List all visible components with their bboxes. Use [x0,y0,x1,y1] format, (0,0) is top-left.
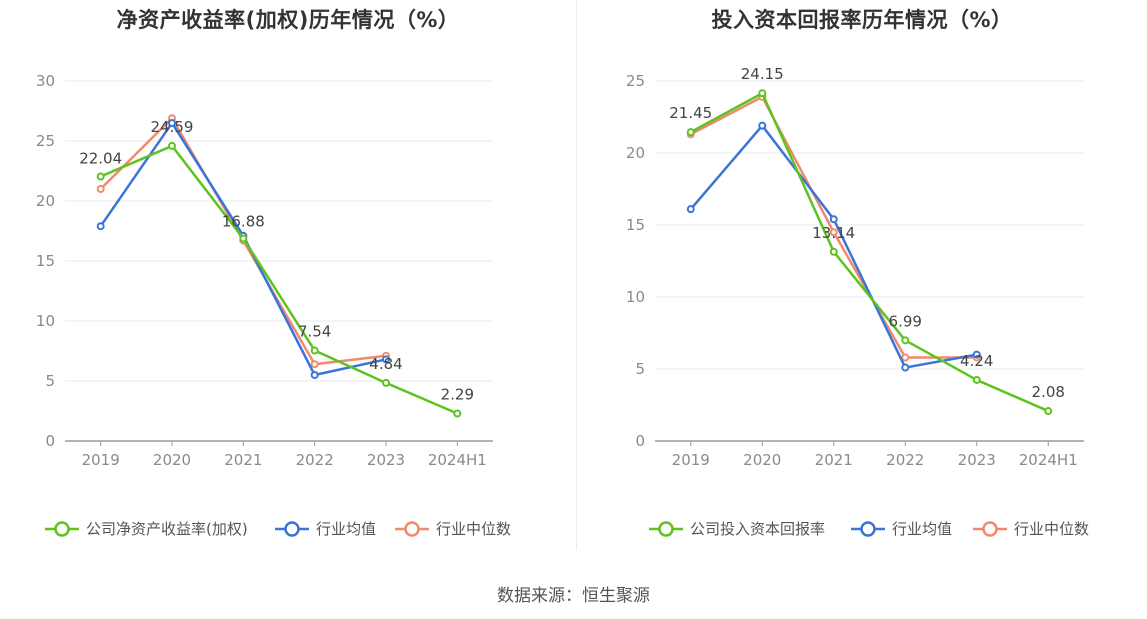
industry-avg-series-point [972,350,981,359]
legend-marker [404,521,420,537]
industry-avg-series-point [96,222,105,231]
legend-label: 公司投入资本回报率 [690,520,825,538]
company-series-point [829,247,838,256]
legend-label: 行业中位数 [436,520,511,538]
industry-median-series-point [96,185,105,193]
industry-avg-series-point [758,121,767,130]
industry-avg-series-point [901,363,910,372]
company-series-point [168,141,176,150]
data-source-note: 数据来源：恒生聚源 [497,586,650,606]
industry-avg-series-point [829,215,838,224]
company-series-point [686,128,695,137]
legend-label: 行业中位数 [1014,520,1089,538]
industry-avg-series-point [382,355,390,364]
company-series-line [690,91,1049,413]
company-series-point [901,336,910,345]
data-label: 16.88 [222,212,265,230]
y-tick-label: 25 [626,72,645,90]
y-tick-label: 30 [36,72,55,90]
x-tick-label: 2023 [958,451,996,469]
legend-marker [860,521,876,537]
x-tick-label: 2021 [815,451,853,469]
y-tick-label: 5 [45,372,55,390]
y-tick-label: 20 [626,144,645,162]
legend-marker [284,521,300,537]
legend-industry-median: 行业中位数 [395,520,511,538]
y-tick-label: 0 [635,432,645,450]
company-series-line [100,144,458,415]
roic-chart-panel: 投入资本回报率历年情况（%） 0 5 10 15 20 25 2019 2020 2021 202… [577,0,1147,560]
x-tick-label: 2023 [367,451,405,469]
legend-company: 公司净资产收益率(加权) [45,520,248,538]
x-tick-label: 2021 [224,451,262,469]
roic-chart-title: 投入资本回报率历年情况（%） [711,8,1013,32]
legend-label: 公司净资产收益率(加权) [86,520,248,538]
data-label: 24.59 [151,118,194,136]
data-label: 6.99 [889,312,922,330]
roic-line-chart: 0 5 10 15 20 25 2019 2020 2021 2022 2023 2024H1 21.4… [626,65,1089,538]
industry-avg-series-line [99,121,387,377]
data-label: 4.24 [960,352,993,370]
y-tick-label: 20 [36,192,55,210]
y-tick-label: 10 [626,288,645,306]
company-series-point [1044,407,1053,416]
roe-chart-panel: 净资产收益率(加权)历年情况（%） 0 5 10 15 20 25 30 2019 2020 20… [0,0,576,560]
x-tick-label: 2024H1 [428,451,487,469]
industry-median-series-point [310,360,319,369]
company-series-point [453,409,462,418]
y-tick-label: 0 [45,432,55,450]
company-series-point [96,172,105,181]
y-tick-label: 15 [36,252,55,270]
industry-median-series-point [829,228,838,237]
data-label: 21.45 [669,104,712,122]
data-label: 24.15 [741,65,784,83]
data-label: 7.54 [298,323,331,341]
industry-avg-series-point [310,371,319,379]
roe-chart-title: 净资产收益率(加权)历年情况（%） [116,8,460,32]
data-label: 22.04 [79,150,122,168]
x-tick-label: 2020 [153,451,191,469]
x-tick-label: 2022 [296,451,334,469]
data-label: 4.84 [369,355,402,373]
legend-industry-avg: 行业均值 [851,520,952,538]
legend-label: 行业均值 [316,520,376,538]
y-tick-label: 10 [36,312,55,330]
legend-marker [982,521,998,537]
industry-avg-series-line [689,124,977,369]
x-tick-label: 2024H1 [1019,451,1078,469]
roe-line-chart: 0 5 10 15 20 25 30 2019 2020 2021 2022 2023 2024H1 22… [36,72,511,538]
data-label: 13.14 [812,224,855,242]
company-series-point [972,375,981,384]
legend-marker [54,521,70,537]
legend-label: 行业均值 [892,520,952,538]
industry-median-series-point [901,353,910,362]
company-series-point [758,89,767,98]
industry-avg-series-point [168,119,176,127]
company-series-point [310,346,319,355]
legend-industry-median: 行业中位数 [973,520,1089,538]
legend-marker [658,521,674,537]
x-tick-label: 2019 [672,451,710,469]
company-series-point [239,234,248,243]
legend-industry-avg: 行业均值 [275,520,376,538]
industry-avg-series-point [686,205,695,214]
y-tick-label: 15 [626,216,645,234]
y-tick-label: 25 [36,132,55,150]
x-tick-label: 2020 [743,451,781,469]
x-tick-label: 2019 [82,451,120,469]
legend-company: 公司投入资本回报率 [649,520,825,538]
data-label: 2.29 [441,386,474,404]
company-series-point [382,378,390,387]
data-label: 2.08 [1032,383,1065,401]
panel-divider [576,0,577,550]
x-tick-label: 2022 [886,451,924,469]
y-tick-label: 5 [635,360,645,378]
